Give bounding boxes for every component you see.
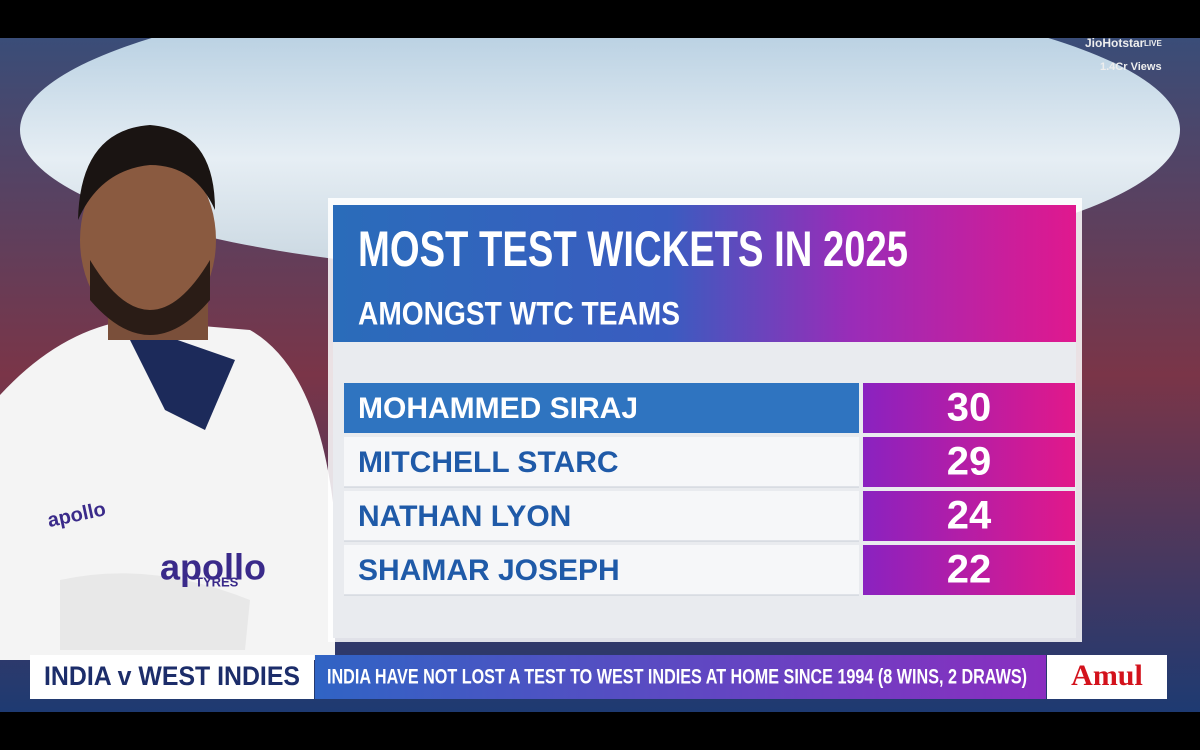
value-cell [863, 491, 1075, 541]
title: MOST TEST WICKETS IN 2025 [358, 221, 908, 277]
wickets: 30 [947, 386, 992, 430]
player-name: SHAMAR JOSEPH [358, 554, 620, 587]
panel-header [333, 205, 1076, 342]
ticker-match: INDIA v WEST INDIES [44, 661, 300, 691]
value-cell [863, 383, 1075, 433]
name-cell [344, 491, 859, 541]
name-cell [344, 545, 859, 595]
live: LIVE [1144, 39, 1162, 48]
top-bar [0, 0, 1200, 38]
wickets: 24 [947, 494, 992, 538]
name-cell [344, 383, 859, 433]
shirt-sponsor-large: apollo [160, 547, 266, 588]
player: apollo apollo TYRES [0, 125, 335, 660]
sponsor: Amul [1071, 659, 1143, 692]
sponsor-box [1047, 655, 1167, 699]
bottom-bar [0, 712, 1200, 750]
value-cell [863, 437, 1075, 487]
player-name: MITCHELL STARC [358, 446, 619, 479]
player-name: MOHAMMED SIRAJ [358, 392, 638, 425]
rows: MOHAMMED SIRAJ 30 MITCHELL STARC 29 NATHAN L… [344, 383, 1075, 596]
subtitle: AMONGST WTC TEAMS [358, 295, 680, 331]
player-name: NATHAN LYON [358, 500, 571, 533]
ticker-message-box [315, 655, 1046, 699]
ticker-message: INDIA HAVE NOT LOST A TEST TO WEST INDIE… [327, 666, 1027, 689]
wickets: 29 [947, 440, 992, 484]
shirt-sponsor-sub: TYRES [195, 574, 239, 589]
value-cell [863, 545, 1075, 595]
brand: JioHotstar [1085, 36, 1145, 50]
wickets: 22 [947, 548, 992, 592]
ticker-match-box [30, 655, 314, 699]
views: 1.4Cr Views [1100, 61, 1162, 73]
name-cell [344, 437, 859, 487]
